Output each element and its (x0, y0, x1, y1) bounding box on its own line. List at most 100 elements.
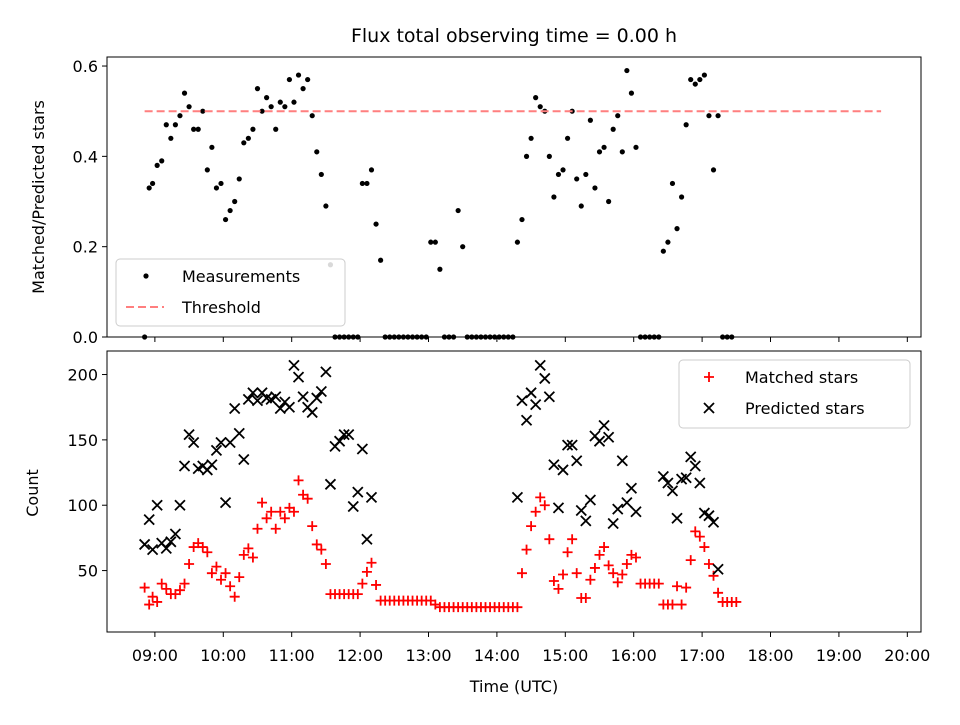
matched-point (211, 561, 222, 572)
measurement-point (560, 167, 566, 173)
top-plot-frame (106, 56, 922, 338)
measurement-point (195, 126, 201, 132)
predicted-point (160, 542, 172, 554)
measurement-point (295, 72, 302, 78)
measurement-point (678, 194, 685, 200)
x-tick-label: 13:00 (405, 646, 451, 665)
matched-point (179, 578, 190, 589)
measurement-point (154, 162, 160, 168)
predicted-point (143, 513, 155, 526)
bottom-legend: Matched stars Predicted stars (678, 359, 911, 429)
measurement-point (555, 171, 562, 178)
matched-point (197, 542, 208, 553)
predicted-point (557, 464, 569, 476)
matched-point (512, 602, 523, 613)
measurement-point (323, 203, 329, 209)
predicted-point (215, 436, 227, 449)
predicted-point (520, 414, 533, 426)
measurement-point (163, 122, 169, 128)
predicted-point (283, 401, 296, 413)
chart-title: Flux total observing time = 0.00 h (351, 25, 677, 47)
measurement-point (218, 180, 224, 187)
measurement-point (683, 122, 689, 128)
measurement-point (200, 108, 206, 114)
top-series-0 (142, 67, 735, 340)
predicted-point (511, 491, 524, 504)
measurement-point (523, 153, 530, 159)
predicted-point (306, 406, 318, 419)
matched-point (293, 475, 304, 486)
measurement-point (674, 226, 680, 232)
measurement-point (432, 239, 438, 245)
measurement-point (706, 113, 712, 119)
measurement-point (596, 149, 603, 155)
matched-point (589, 562, 600, 573)
x-tick-label: 19:00 (816, 646, 862, 665)
matched-point (594, 549, 605, 560)
measurement-point (692, 81, 698, 87)
predicted-point (292, 371, 305, 383)
predicted-point (219, 496, 232, 509)
matched-point (229, 591, 240, 602)
predicted-point (343, 429, 355, 441)
measurement-point (633, 144, 639, 150)
matched-point (361, 566, 372, 577)
predicted-point (548, 459, 560, 471)
predicted-point (566, 439, 578, 451)
legend-label: Predicted stars (745, 399, 865, 418)
legend-box (115, 258, 346, 327)
x-tick-label: 16:00 (611, 646, 657, 665)
predicted-point (297, 391, 309, 403)
matched-point (275, 506, 286, 517)
measurement-point (268, 104, 274, 110)
matched-point (357, 578, 368, 589)
matched-point (261, 513, 272, 524)
measurement-point (150, 180, 156, 187)
matched-point (608, 568, 619, 579)
bottom-y-tick-label: 50 (78, 562, 98, 581)
predicted-point (543, 391, 555, 403)
predicted-point (534, 359, 546, 372)
matched-point (548, 576, 559, 587)
measurement-point (533, 95, 539, 101)
measurement-point (254, 86, 261, 92)
x-tick-label: 18:00 (747, 646, 793, 665)
measurement-point (546, 153, 552, 159)
bottom-y-tick-label: 100 (67, 496, 98, 515)
predicted-point (288, 359, 300, 372)
matched-point (731, 596, 742, 607)
predicted-point (621, 496, 633, 509)
predicted-point (694, 477, 706, 489)
x-tick-label: 15:00 (542, 646, 588, 665)
measurement-point (378, 257, 384, 263)
measurement-point (537, 104, 543, 110)
legend-label: Threshold (181, 298, 261, 317)
matched-point (617, 569, 628, 580)
top-legend: Measurements Threshold (115, 258, 346, 327)
x-tick-label: 14:00 (474, 646, 520, 665)
matched-point (366, 557, 377, 568)
matched-point (247, 552, 258, 563)
predicted-point (580, 515, 592, 527)
top-y-tick-label: 0.0 (73, 328, 98, 347)
measurement-point (250, 126, 256, 132)
measurement-point (624, 67, 630, 74)
measurement-point (191, 126, 197, 132)
measurement-point (172, 122, 179, 128)
matched-point (521, 544, 532, 555)
measurement-point (373, 221, 379, 227)
measurement-point (578, 203, 584, 209)
measurement-point (168, 135, 174, 141)
top-panel: 0.0 0.2 0.4 0.6 Measurements Threshold (73, 56, 922, 347)
measurement-point (669, 180, 676, 187)
measurement-point (710, 167, 717, 173)
measurement-point (318, 171, 324, 178)
measurement-point (628, 90, 635, 96)
matched-point (516, 568, 527, 579)
predicted-point (229, 402, 241, 415)
measurement-point (314, 149, 320, 155)
predicted-point (206, 459, 218, 471)
predicted-point (251, 395, 264, 407)
matched-point (672, 581, 683, 592)
